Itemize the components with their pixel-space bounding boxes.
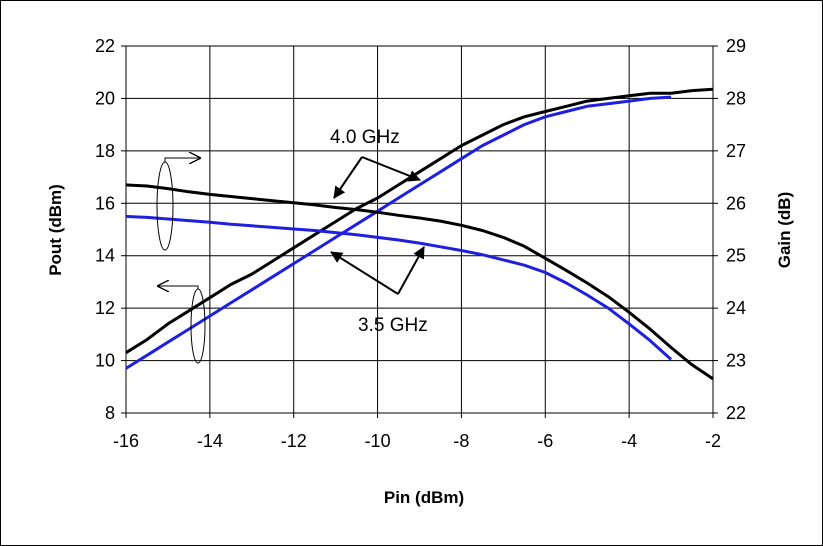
x-tick-label: -12 <box>281 431 307 451</box>
annotation-3-5-ghz: 3.5 GHz <box>358 315 428 336</box>
y-axis-title-left: Pout (dBm) <box>46 184 65 276</box>
gain-curves-ellipse <box>156 161 174 251</box>
annotation-4-0-ghz: 4.0 GHz <box>330 127 400 148</box>
arrow-4-0-ghz-gain <box>333 156 363 199</box>
arrow-3-5-ghz-pout <box>397 246 425 295</box>
y-tick-label-left: 20 <box>95 88 115 108</box>
y-tick-label-right: 27 <box>726 141 746 161</box>
right-axis-arrow <box>164 158 200 162</box>
y-tick-label-left: 14 <box>95 246 115 266</box>
y-tick-label-left: 22 <box>95 36 115 56</box>
y-tick-label-right: 28 <box>726 88 746 108</box>
x-tick-label: -14 <box>197 431 223 451</box>
y-tick-label-left: 16 <box>95 193 115 213</box>
series-gain-4-0-ghz <box>125 183 714 381</box>
y-axis-title-right: Gain (dB) <box>775 192 794 269</box>
y-tick-label-left: 8 <box>105 403 115 423</box>
plot-area <box>125 45 714 414</box>
annotation-arrows <box>156 156 425 364</box>
y-tick-label-left: 10 <box>95 351 115 371</box>
left-axis-arrow <box>158 286 199 289</box>
y-tick-label-right: 29 <box>726 36 746 56</box>
y-tick-label-right: 25 <box>726 246 746 266</box>
x-axis-title: Pin (dBm) <box>384 488 464 507</box>
y-tick-label-right: 23 <box>726 351 746 371</box>
y-tick-label-right: 22 <box>726 403 746 423</box>
x-tick-label: -8 <box>453 431 469 451</box>
y-tick-label-left: 18 <box>95 141 115 161</box>
x-tick-label: -2 <box>705 431 721 451</box>
x-tick-label: -6 <box>537 431 553 451</box>
x-tick-label: -16 <box>113 431 139 451</box>
x-tick-label: -10 <box>365 431 391 451</box>
arrow-4-0-ghz-pout <box>361 156 421 182</box>
x-tick-label: -4 <box>621 431 637 451</box>
y-tick-label-left: 12 <box>95 298 115 318</box>
arrow-3-5-ghz-gain <box>330 251 399 295</box>
series-gain-3-5-ghz <box>125 214 673 361</box>
y-tick-label-right: 26 <box>726 193 746 213</box>
tick-labels: -16 -14 -12 -10 -8 -6 -4 -2 8 10 12 14 16 18 20 22 22 23 2… <box>95 36 746 451</box>
y-tick-label-right: 24 <box>726 298 746 318</box>
series-pout-3-5-ghz <box>125 95 672 370</box>
